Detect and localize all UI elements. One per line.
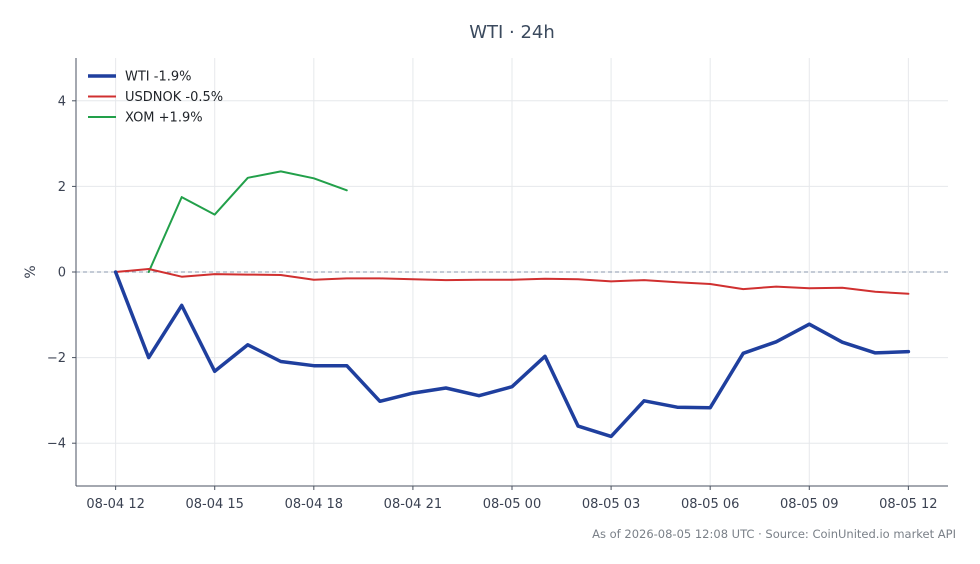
x-tick-label-6: 08-05 06: [681, 497, 739, 512]
x-tick-label-5: 08-05 03: [582, 497, 640, 512]
x-tick-label-4: 08-05 00: [483, 497, 541, 512]
y-axis-label: %: [23, 265, 39, 278]
y-tick-label-0: −4: [47, 437, 66, 452]
y-tick-label-3: 2: [58, 180, 66, 195]
x-axis-ticks: 08-04 12 08-04 15 08-04 18 08-04 21 08-05 00…: [86, 486, 938, 512]
x-tick-label-8: 08-05 12: [879, 497, 937, 512]
x-tick-label-7: 08-05 09: [780, 497, 838, 512]
legend-label-0: WTI -1.9%: [125, 70, 191, 85]
series-line-1: [114, 268, 910, 295]
legend-label-1: USDNOK -0.5%: [125, 90, 223, 105]
legend-label-2: XOM +1.9%: [125, 111, 203, 126]
source-footer: As of 2026-08-05 12:08 UTC · Source: Coi…: [592, 527, 956, 541]
series-line-0: [113, 270, 911, 439]
y-tick-label-4: 4: [58, 94, 66, 109]
series-lines: [113, 170, 911, 439]
y-tick-label-2: 0: [58, 266, 66, 281]
y-tick-label-1: −2: [47, 351, 66, 366]
x-tick-label-1: 08-04 15: [186, 497, 244, 512]
x-tick-label-0: 08-04 12: [86, 497, 144, 512]
legend: WTI -1.9% USDNOK -0.5% XOM +1.9%: [88, 70, 223, 126]
x-tick-label-3: 08-04 21: [384, 497, 442, 512]
series-line-2: [147, 170, 348, 273]
chart-title: WTI · 24h: [469, 22, 555, 43]
y-axis-ticks: −4 −2 0 2 4: [47, 94, 76, 452]
x-tick-label-2: 08-04 18: [285, 497, 343, 512]
